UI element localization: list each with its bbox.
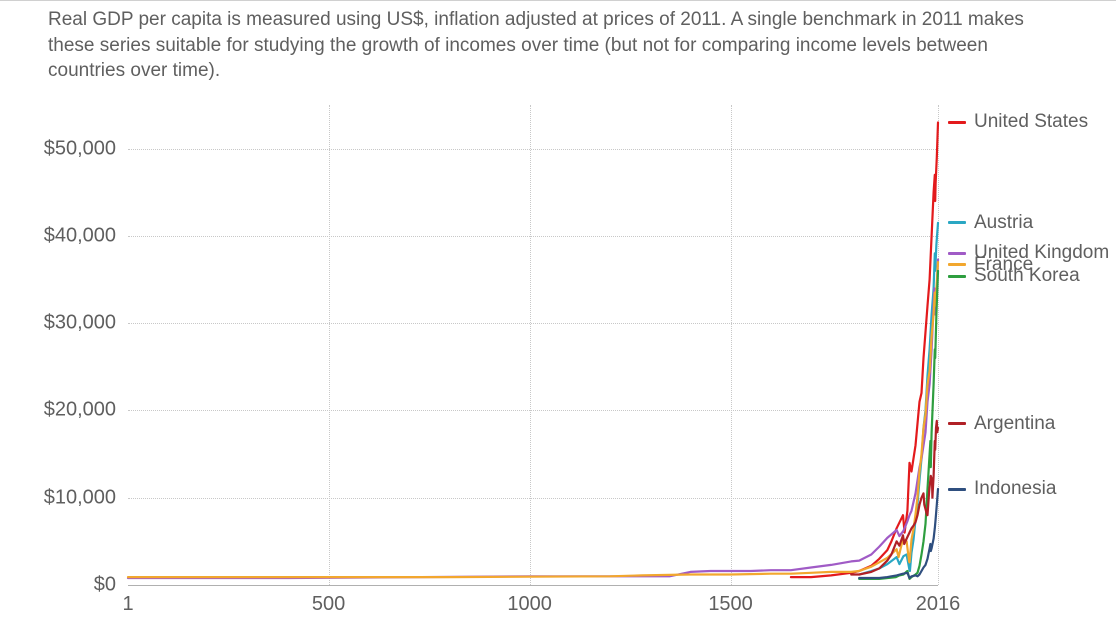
y-axis-label: $30,000 (44, 312, 116, 335)
legend-item: United States (948, 111, 1088, 133)
plot-area: $0$10,000$20,000$30,000$40,000$50,000150… (128, 105, 938, 586)
x-gridline (938, 105, 939, 585)
y-axis-label: $20,000 (44, 399, 116, 422)
chart-frame: { "subtitle": "Real GDP per capita is me… (0, 0, 1116, 636)
chart-subtitle: Real GDP per capita is measured using US… (48, 7, 1036, 84)
x-axis-label: 500 (312, 593, 345, 616)
line-layer (128, 105, 938, 585)
y-axis-label: $0 (94, 574, 116, 597)
y-axis-label: $10,000 (44, 486, 116, 509)
legend-swatch (948, 221, 966, 224)
x-axis-label: 1 (122, 593, 133, 616)
legend-swatch (948, 275, 966, 278)
series-line (128, 262, 938, 577)
legend-label: United States (974, 111, 1088, 133)
legend-label: Austria (974, 212, 1033, 234)
y-axis-label: $40,000 (44, 224, 116, 247)
x-axis-label: 1500 (708, 593, 753, 616)
plot-wrap: $0$10,000$20,000$30,000$40,000$50,000150… (48, 105, 1096, 625)
legend-label: South Korea (974, 265, 1080, 287)
legend-item: South Korea (948, 265, 1080, 287)
y-axis-label: $50,000 (44, 137, 116, 160)
x-axis-label: 2016 (916, 593, 961, 616)
legend-item: Argentina (948, 413, 1055, 435)
legend-swatch (948, 121, 966, 124)
legend-swatch (948, 488, 966, 491)
legend-swatch (948, 422, 966, 425)
legend-label: Indonesia (974, 478, 1056, 500)
x-axis-label: 1000 (507, 593, 552, 616)
legend: United StatesAustriaUnited KingdomFrance… (948, 105, 1116, 585)
legend-item: Indonesia (948, 478, 1056, 500)
legend-label: Argentina (974, 413, 1055, 435)
series-line (128, 260, 938, 579)
legend-item: Austria (948, 212, 1033, 234)
